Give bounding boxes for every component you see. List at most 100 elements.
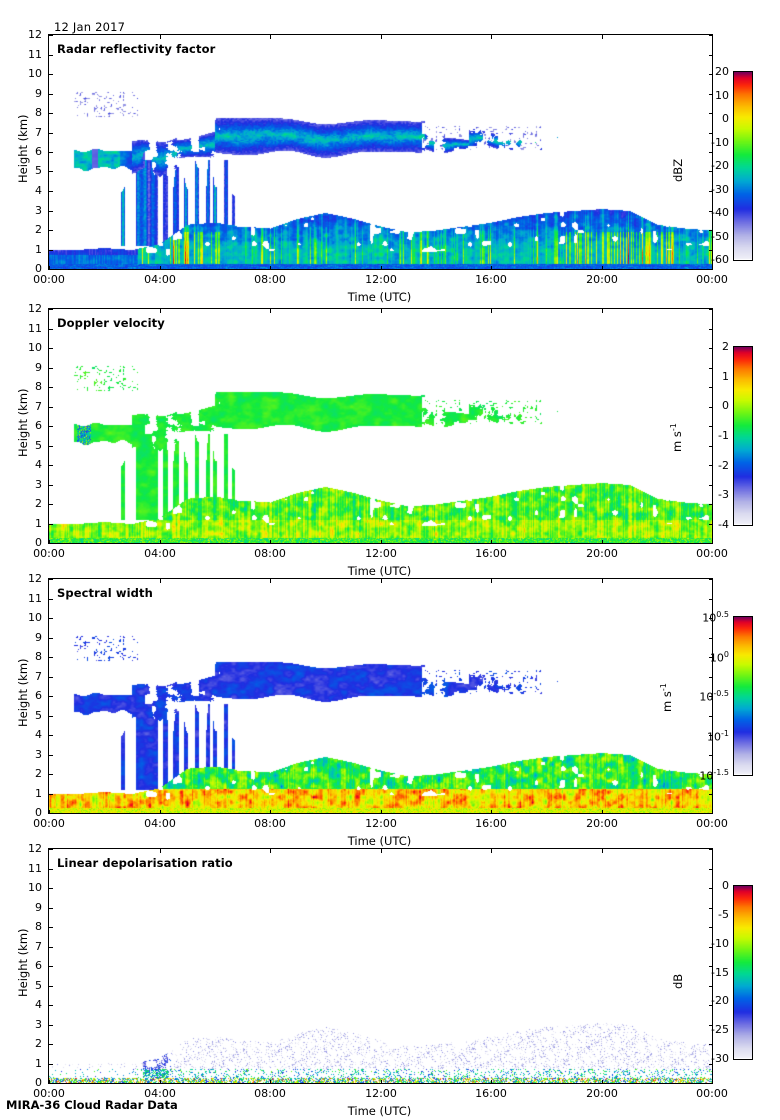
y-tick-label: 0 xyxy=(35,536,42,549)
x-tick-top xyxy=(602,579,603,583)
plot-area-spectral-width xyxy=(48,578,713,814)
colorbar-gradient xyxy=(734,72,752,260)
y-tick-right xyxy=(709,1025,713,1026)
x-tick-top xyxy=(160,35,161,39)
x-tick xyxy=(160,540,161,544)
y-tick xyxy=(49,579,53,580)
y-tick-right xyxy=(709,524,713,525)
y-tick-right xyxy=(709,677,713,678)
y-tick-right xyxy=(709,966,713,967)
x-tick xyxy=(49,810,50,814)
y-tick-right xyxy=(709,735,713,736)
x-tick xyxy=(270,266,271,270)
colorbar-tick-label: 10-0.5 xyxy=(675,689,729,704)
y-tick-label: 3 xyxy=(35,478,42,491)
y-tick-label: 1 xyxy=(35,243,42,256)
y-tick-label: 11 xyxy=(28,862,42,875)
y-tick-right xyxy=(709,113,713,114)
y-tick-right xyxy=(709,387,713,388)
x-tick xyxy=(49,1080,50,1084)
y-tick xyxy=(49,368,53,369)
colorbar-tick-exponent: 0.5 xyxy=(716,610,729,619)
y-tick xyxy=(49,888,53,889)
y-tick xyxy=(49,74,53,75)
y-tick-right xyxy=(709,638,713,639)
y-tick-label: 0 xyxy=(35,262,42,275)
x-tick-top xyxy=(270,35,271,39)
y-tick xyxy=(49,735,53,736)
radar-data-canvas-linear-depolarisation-ratio xyxy=(49,849,712,1083)
colorbar-radar-reflectivity-factor xyxy=(733,71,753,261)
y-tick-label: 4 xyxy=(35,458,42,471)
x-tick-label: 00:00 xyxy=(33,547,65,560)
y-tick-right xyxy=(709,774,713,775)
y-tick xyxy=(49,716,53,717)
y-tick xyxy=(49,1005,53,1006)
y-tick-right xyxy=(709,579,713,580)
y-tick-label: 1 xyxy=(35,1057,42,1070)
x-tick-label: 00:00 xyxy=(696,547,728,560)
colorbar-tick-label: -2 xyxy=(718,459,729,472)
y-tick xyxy=(49,426,53,427)
colorbar-tick-label: 2 xyxy=(722,340,729,353)
y-tick-label: 3 xyxy=(35,1018,42,1031)
y-tick-label: 8 xyxy=(35,106,42,119)
y-tick-right xyxy=(709,250,713,251)
x-tick xyxy=(712,266,713,270)
y-tick-label: 0 xyxy=(35,1076,42,1089)
y-tick-right xyxy=(709,152,713,153)
y-tick-label: 2 xyxy=(35,223,42,236)
x-tick-label: 12:00 xyxy=(365,273,397,286)
y-tick-right xyxy=(709,171,713,172)
y-tick xyxy=(49,618,53,619)
y-tick xyxy=(49,1025,53,1026)
y-tick-label: 3 xyxy=(35,204,42,217)
colorbar-gradient xyxy=(734,617,752,775)
colorbar-tick-base: 10 xyxy=(702,611,717,625)
y-tick-right xyxy=(709,485,713,486)
colorbar-tick-label: -50 xyxy=(711,230,729,243)
x-tick-label: 08:00 xyxy=(254,1087,286,1100)
y-tick-right xyxy=(709,368,713,369)
y-tick xyxy=(49,348,53,349)
y-tick-label: 7 xyxy=(35,400,42,413)
colorbar-tick-label: 10-1.5 xyxy=(675,768,729,783)
y-tick-right xyxy=(709,888,713,889)
y-tick-label: 7 xyxy=(35,670,42,683)
x-tick-top xyxy=(270,849,271,853)
y-tick-right xyxy=(709,329,713,330)
colorbar-tick-label: -60 xyxy=(711,253,729,266)
colorbar-tick-label: 20 xyxy=(715,65,729,78)
x-tick-top xyxy=(381,309,382,313)
colorbar-tick-label: 10 xyxy=(715,89,729,102)
y-tick xyxy=(49,250,53,251)
colorbar-tick-label: -4 xyxy=(718,518,729,531)
colorbar-tick-label: 100 xyxy=(675,650,729,665)
colorbar-gradient xyxy=(734,347,752,525)
x-tick-label: 08:00 xyxy=(254,547,286,560)
y-tick-right xyxy=(709,35,713,36)
colorbar-tick-label: -30 xyxy=(711,183,729,196)
x-tick-label: 08:00 xyxy=(254,817,286,830)
x-tick xyxy=(602,266,603,270)
y-tick-right xyxy=(709,869,713,870)
y-tick-label: 5 xyxy=(35,164,42,177)
y-tick xyxy=(49,94,53,95)
x-tick-label: 04:00 xyxy=(144,547,176,560)
colorbar-tick-base: 10 xyxy=(709,651,724,665)
radar-data-canvas-radar-reflectivity-factor xyxy=(49,35,712,269)
x-tick-top xyxy=(491,35,492,39)
y-tick xyxy=(49,524,53,525)
y-tick-label: 2 xyxy=(35,767,42,780)
y-tick-right xyxy=(709,426,713,427)
x-tick-top xyxy=(160,309,161,313)
y-tick-right xyxy=(709,755,713,756)
y-tick-label: 10 xyxy=(28,881,42,894)
y-tick xyxy=(49,329,53,330)
y-tick xyxy=(49,1044,53,1045)
y-tick xyxy=(49,927,53,928)
x-tick-label: 04:00 xyxy=(144,273,176,286)
x-tick-top xyxy=(491,309,492,313)
